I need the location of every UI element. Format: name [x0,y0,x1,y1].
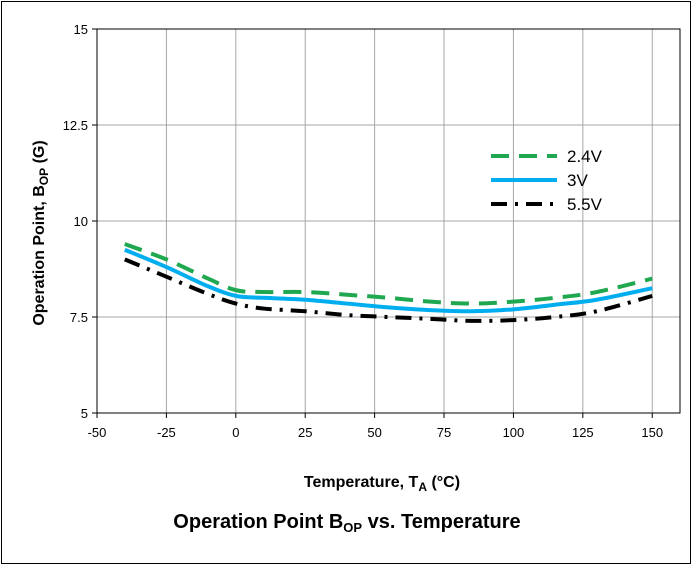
x-tick-label: -50 [88,425,107,440]
x-tick-label: 125 [572,425,594,440]
x-tick-label: 50 [367,425,381,440]
y-tick-label: 12.5 [63,118,88,133]
legend-label: 2.4V [567,147,603,166]
y-axis-ticks: 5 7.5 10 12.5 15 [63,22,97,421]
series-line-3V [123,247,653,314]
series-line-2-4V [124,242,653,306]
y-tick-label: 15 [74,22,88,37]
grid-lines [97,29,680,413]
x-tick-label: 150 [641,425,663,440]
y-tick-label: 5 [81,406,88,421]
x-tick-label: 0 [232,425,239,440]
legend: 2.4V 3V 5.5V [491,147,603,214]
x-tick-label: 25 [298,425,312,440]
x-tick-label: -25 [157,425,176,440]
legend-label: 3V [567,171,588,190]
series-line-5-5V [123,257,653,323]
series-lines [123,242,653,323]
legend-label: 5.5V [567,195,603,214]
y-tick-label: 10 [74,214,88,229]
x-axis-ticks: -50 -25 0 25 50 75 100 125 150 [88,413,663,440]
y-axis-title: Operation Point, BOP (G) [31,140,51,325]
x-tick-label: 100 [503,425,525,440]
y-tick-label: 7.5 [70,310,88,325]
x-tick-label: 75 [437,425,451,440]
chart-title: Operation Point BOP vs. Temperature [173,511,521,535]
x-axis-title: Temperature, TA (°C) [304,474,460,494]
